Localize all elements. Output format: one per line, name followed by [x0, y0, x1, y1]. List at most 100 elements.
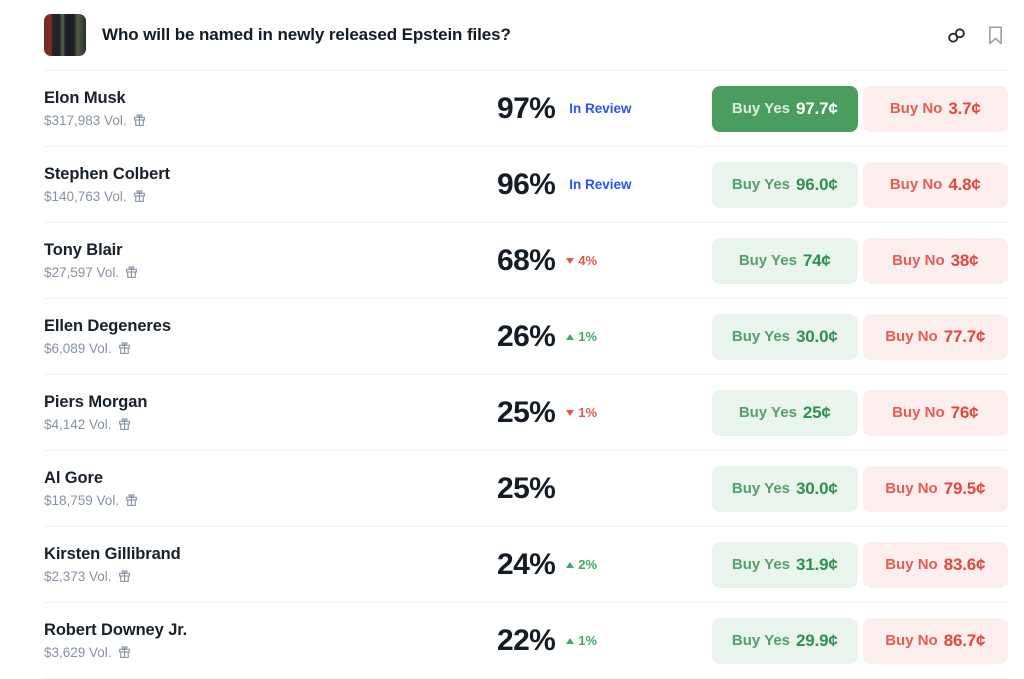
buy-yes-price: 30.0¢ — [796, 478, 838, 498]
buy-no-label: Buy No — [885, 480, 938, 497]
outcome-chance: 22% — [497, 623, 556, 657]
outcome-chance: 24% — [497, 547, 556, 581]
buy-yes-button[interactable]: Buy Yes 96.0¢ — [712, 161, 858, 208]
buy-yes-label: Buy Yes — [738, 404, 797, 421]
price-change-indicator: 1% — [566, 405, 597, 420]
buy-no-button[interactable]: Buy No 76¢ — [862, 389, 1008, 436]
gift-icon[interactable] — [133, 113, 146, 127]
change-value: 1% — [578, 329, 598, 344]
change-arrow-icon — [566, 409, 575, 416]
buy-no-price: 38¢ — [950, 250, 979, 270]
buy-yes-label: Buy Yes — [731, 556, 791, 573]
gift-icon[interactable] — [118, 645, 131, 659]
price-change-indicator: 1% — [566, 329, 597, 344]
buy-no-price: 4.8¢ — [948, 174, 981, 194]
buy-no-label: Buy No — [889, 100, 943, 117]
change-arrow-icon — [566, 257, 575, 264]
buy-no-button[interactable]: Buy No 77.7¢ — [862, 313, 1008, 360]
gift-icon[interactable] — [118, 417, 131, 431]
change-value: 1% — [578, 405, 598, 420]
outcome-volume: $2,373 Vol. — [44, 568, 112, 584]
outcome-volume: $18,759 Vol. — [44, 492, 120, 508]
buy-yes-label: Buy Yes — [731, 176, 791, 193]
change-arrow-icon — [566, 333, 575, 340]
buy-yes-price: 97.7¢ — [796, 98, 838, 118]
outcome-chance: 25% — [497, 395, 556, 429]
buy-yes-price: 30.0¢ — [796, 326, 838, 346]
status-in-review: In Review — [569, 101, 632, 116]
outcome-row[interactable]: Piers Morgan $4,142 Vol. 25% — [44, 375, 1008, 451]
outcome-name: Elon Musk — [44, 89, 126, 108]
price-change-indicator: 4% — [566, 253, 597, 268]
outcome-row[interactable]: Stephen Colbert $140,763 Vol. 96% — [44, 147, 1008, 223]
buy-yes-label: Buy Yes — [731, 100, 791, 117]
outcome-list: Elon Musk $317,983 Vol. 97% In Rev — [44, 71, 1008, 679]
gift-icon[interactable] — [118, 341, 131, 355]
buy-no-price: 77.7¢ — [943, 326, 986, 346]
outcome-name: Stephen Colbert — [44, 165, 170, 184]
buy-yes-button[interactable]: Buy Yes 31.9¢ — [712, 541, 858, 588]
change-value: 4% — [578, 253, 598, 268]
outcome-row[interactable]: Tony Blair $27,597 Vol. 68% — [44, 223, 1008, 299]
outcome-row[interactable]: Robert Downey Jr. $3,629 Vol. 22% — [44, 603, 1008, 679]
market-header: Who will be named in newly released Epst… — [44, 0, 1008, 71]
buy-yes-price: 29.9¢ — [796, 630, 838, 650]
bookmark-icon[interactable] — [987, 25, 1004, 45]
buy-no-price: 79.5¢ — [943, 478, 986, 498]
buy-yes-button[interactable]: Buy Yes 97.7¢ — [712, 85, 858, 132]
outcome-chance: 26% — [497, 319, 556, 353]
buy-yes-price: 31.9¢ — [796, 554, 838, 574]
market-title: Who will be named in newly released Epst… — [102, 25, 511, 44]
buy-yes-label: Buy Yes — [731, 632, 791, 649]
buy-no-label: Buy No — [885, 632, 938, 649]
copy-link-icon[interactable] — [946, 25, 967, 46]
market-thumbnail — [44, 14, 86, 56]
buy-no-label: Buy No — [885, 556, 938, 573]
gift-icon[interactable] — [125, 493, 138, 507]
gift-icon[interactable] — [125, 265, 138, 279]
outcome-row[interactable]: Elon Musk $317,983 Vol. 97% In Rev — [44, 71, 1008, 147]
price-change-indicator: 1% — [566, 633, 597, 648]
change-value: 1% — [578, 633, 598, 648]
outcome-name: Tony Blair — [44, 241, 123, 260]
buy-yes-price: 74¢ — [802, 250, 831, 270]
outcome-name: Robert Downey Jr. — [44, 621, 188, 640]
buy-yes-price: 25¢ — [802, 402, 831, 422]
change-arrow-icon — [566, 637, 575, 644]
outcome-volume: $3,629 Vol. — [44, 644, 112, 660]
outcome-row[interactable]: Al Gore $18,759 Vol. 25% — [44, 451, 1008, 527]
buy-yes-price: 96.0¢ — [796, 174, 838, 194]
price-change-indicator: 2% — [566, 557, 597, 572]
buy-no-button[interactable]: Buy No 86.7¢ — [862, 617, 1008, 664]
outcome-volume: $140,763 Vol. — [44, 188, 127, 204]
buy-no-button[interactable]: Buy No 83.6¢ — [862, 541, 1008, 588]
buy-no-button[interactable]: Buy No 3.7¢ — [862, 85, 1008, 132]
outcome-chance: 25% — [497, 471, 556, 505]
buy-no-button[interactable]: Buy No 79.5¢ — [862, 465, 1008, 512]
buy-yes-button[interactable]: Buy Yes 30.0¢ — [712, 313, 858, 360]
outcome-chance: 68% — [497, 243, 556, 277]
status-in-review: In Review — [569, 177, 632, 192]
outcome-chance: 96% — [497, 167, 556, 201]
outcome-row[interactable]: Kirsten Gillibrand $2,373 Vol. 24% — [44, 527, 1008, 603]
buy-no-label: Buy No — [892, 404, 945, 421]
buy-no-button[interactable]: Buy No 38¢ — [862, 237, 1008, 284]
gift-icon[interactable] — [133, 189, 146, 203]
outcome-name: Kirsten Gillibrand — [44, 545, 181, 564]
buy-no-label: Buy No — [885, 328, 938, 345]
gift-icon[interactable] — [118, 569, 131, 583]
buy-yes-button[interactable]: Buy Yes 29.9¢ — [712, 617, 858, 664]
buy-yes-button[interactable]: Buy Yes 25¢ — [712, 389, 858, 436]
outcome-volume: $6,089 Vol. — [44, 340, 112, 356]
buy-no-price: 86.7¢ — [943, 630, 986, 650]
buy-no-price: 83.6¢ — [943, 554, 986, 574]
change-value: 2% — [578, 557, 598, 572]
buy-yes-label: Buy Yes — [731, 480, 791, 497]
buy-no-button[interactable]: Buy No 4.8¢ — [862, 161, 1008, 208]
change-arrow-icon — [566, 561, 575, 568]
buy-yes-label: Buy Yes — [731, 328, 791, 345]
buy-yes-button[interactable]: Buy Yes 74¢ — [712, 237, 858, 284]
buy-yes-label: Buy Yes — [738, 252, 797, 269]
outcome-row[interactable]: Ellen Degeneres $6,089 Vol. 26% — [44, 299, 1008, 375]
buy-yes-button[interactable]: Buy Yes 30.0¢ — [712, 465, 858, 512]
